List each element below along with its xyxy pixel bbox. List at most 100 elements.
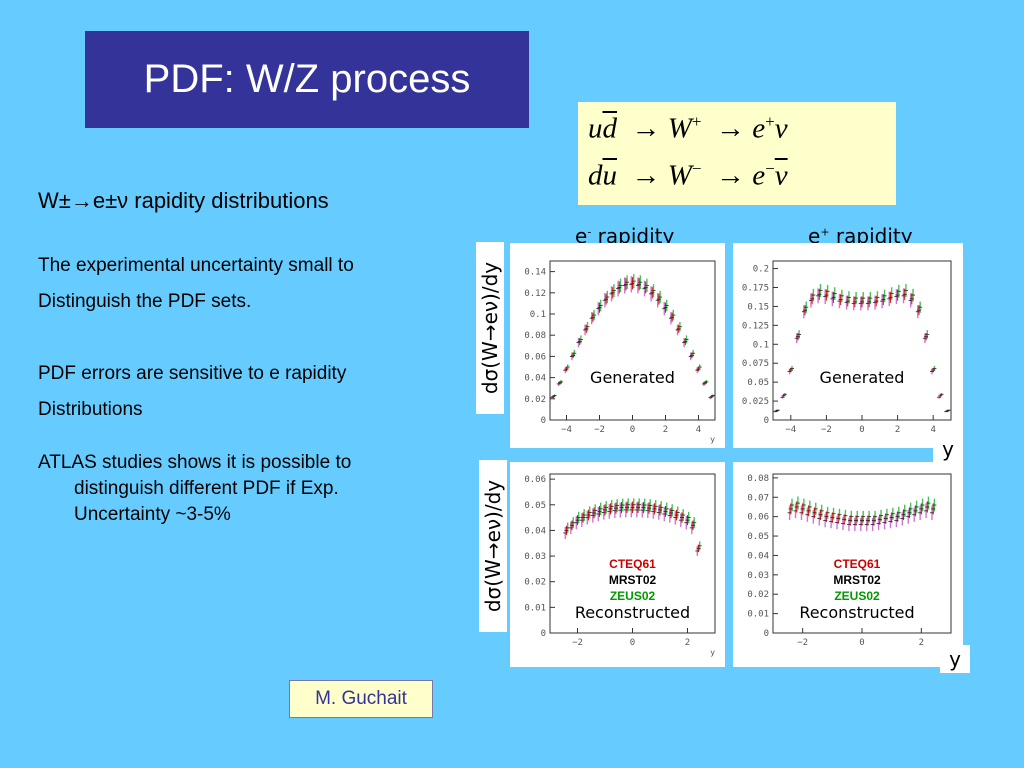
y-tick-label: 0 bbox=[764, 416, 769, 426]
y-tick-label: 0 bbox=[764, 629, 769, 639]
x-tick-label: −2 bbox=[572, 638, 583, 648]
legend-entry-cteq61: CTEQ61 bbox=[834, 557, 881, 571]
y-tick-label: 0.07 bbox=[747, 493, 769, 503]
paragraph-3-line-3: Uncertainty ~3-5% bbox=[74, 504, 231, 525]
w-charge: + bbox=[691, 112, 702, 131]
e-charge: + bbox=[765, 112, 775, 131]
arrow-1: → bbox=[631, 112, 661, 145]
paragraph-1-line-1: The experimental uncertainty small to bbox=[38, 255, 354, 276]
y-tick-label: 0.08 bbox=[747, 474, 769, 484]
paragraph-3-line-1: ATLAS studies shows it is possible to bbox=[38, 452, 352, 473]
x-tick-label: 0 bbox=[630, 425, 635, 435]
y-tick-label: 0.02 bbox=[524, 578, 546, 588]
body-text: The experimental uncertainty small to Di… bbox=[38, 248, 468, 528]
subtitle: W±→e±ν rapidity distributions bbox=[38, 188, 329, 213]
arrow-2: → bbox=[716, 112, 746, 145]
y-tick-label: 0.06 bbox=[524, 475, 546, 485]
author-box: M. Guchait bbox=[289, 680, 433, 718]
y-tick-label: 0.15 bbox=[747, 302, 769, 312]
plot-e-plus-generated: 0 0.025 0.05 0.075 0.1 0.125 0.15 0.175 0.2 −4 −2 0… bbox=[733, 243, 963, 448]
panel-annotation: Reconstructed bbox=[575, 603, 690, 622]
y-tick-label: 0.125 bbox=[742, 321, 769, 331]
plot-e-minus-generated: 0 0.02 0.04 0.06 0.08 0.1 0.12 0.14 −4 −2 0 2 4y Gene… bbox=[510, 243, 725, 448]
arrow-4: → bbox=[716, 159, 746, 192]
legend-entry-zeus02: ZEUS02 bbox=[610, 589, 656, 603]
x-tick-label: 0 bbox=[859, 425, 864, 435]
antiquark-d: d bbox=[602, 112, 618, 145]
x-tick-label: 2 bbox=[685, 638, 690, 648]
x-tick-label: 2 bbox=[663, 425, 668, 435]
equation-line-1: ud → W+ → e+ν bbox=[588, 112, 788, 146]
quark-d: d bbox=[588, 159, 603, 192]
x-axis-y-label-top: y bbox=[933, 435, 963, 463]
equation-line-2: du → W− → e−ν bbox=[588, 159, 788, 193]
panel-annotation: Generated bbox=[590, 368, 675, 387]
w-charge-2: − bbox=[691, 159, 702, 178]
y-tick-label: 0.1 bbox=[753, 340, 769, 350]
paragraph-1-line-2: Distinguish the PDF sets. bbox=[38, 291, 252, 312]
y-tick-label: 0.03 bbox=[747, 571, 769, 581]
y-axis-label-text-bottom: dσ(W→eν)/dy bbox=[481, 479, 506, 613]
y-tick-label: 0.03 bbox=[524, 552, 546, 562]
x-tick-label: −2 bbox=[797, 638, 808, 648]
x-tick-label: 4 bbox=[696, 425, 701, 435]
plot-e-plus-reconstructed: 00.010.020.030.040.050.060.070.08−202yRe… bbox=[733, 462, 963, 667]
y-tick-label: 0.05 bbox=[524, 501, 546, 511]
y-tick-label: 0.01 bbox=[524, 603, 546, 613]
quark-u: u bbox=[588, 112, 603, 145]
x-tick-label: −2 bbox=[594, 425, 605, 435]
y-tick-label: 0.04 bbox=[524, 526, 546, 536]
y-tick-label: 0 bbox=[541, 629, 546, 639]
y-tick-label: 0 bbox=[541, 416, 546, 426]
e-charge-2: − bbox=[765, 159, 775, 178]
y-tick-label: 0.075 bbox=[742, 359, 769, 369]
y-tick-label: 0.12 bbox=[524, 289, 546, 299]
equation-box: ud → W+ → e+ν du → W− → e−ν bbox=[578, 102, 896, 205]
x-axis-y-label-bottom: y bbox=[940, 645, 970, 673]
x-tick-label: −4 bbox=[785, 425, 796, 435]
y-tick-label: 0.01 bbox=[747, 610, 769, 620]
w-boson: W bbox=[667, 112, 692, 145]
page-title: PDF: W/Z process bbox=[143, 57, 471, 101]
legend-entry-cteq61: CTEQ61 bbox=[609, 557, 656, 571]
arrow-3: → bbox=[631, 159, 661, 192]
x-tick-label: 2 bbox=[895, 425, 900, 435]
x-tick-label: 0 bbox=[630, 638, 635, 648]
y-tick-label: 0.175 bbox=[742, 284, 769, 294]
panel-annotation: Reconstructed bbox=[799, 603, 914, 622]
y-tick-label: 0.05 bbox=[747, 378, 769, 388]
antineutrino: ν bbox=[774, 159, 788, 192]
x-tick-label: 0 bbox=[859, 638, 864, 648]
y-axis-label-top: dσ(W→eν)/dy bbox=[476, 242, 504, 414]
legend-entry-mrst02: MRST02 bbox=[609, 573, 657, 587]
x-axis-label: y bbox=[710, 648, 715, 657]
paragraph-2-line-1: PDF errors are sensitive to e rapidity bbox=[38, 363, 347, 384]
y-tick-label: 0.06 bbox=[747, 513, 769, 523]
y-axis-label-text-top: dσ(W→eν)/dy bbox=[478, 261, 503, 395]
x-tick-label: 4 bbox=[930, 425, 935, 435]
neutrino: ν bbox=[774, 112, 788, 145]
y-tick-label: 0.05 bbox=[747, 532, 769, 542]
y-tick-label: 0.04 bbox=[747, 551, 769, 561]
y-tick-label: 0.08 bbox=[524, 331, 546, 341]
antiquark-u: u bbox=[602, 159, 618, 192]
paragraph-2-line-2: Distributions bbox=[38, 399, 143, 420]
y-axis-label-bottom: dσ(W→eν)/dy bbox=[479, 460, 507, 632]
y-tick-label: 0.1 bbox=[530, 310, 546, 320]
legend-entry-zeus02: ZEUS02 bbox=[834, 589, 880, 603]
y-tick-label: 0.025 bbox=[742, 397, 769, 407]
electron-2: e bbox=[752, 159, 766, 192]
plot-e-minus-reconstructed: 0 0.01 0.02 0.03 0.04 0.05 0.06 −2 0 2 y Reconstruc… bbox=[510, 462, 725, 667]
paragraph-gap-2 bbox=[38, 428, 468, 450]
paragraph-3-line-2: distinguish different PDF if Exp. bbox=[74, 478, 339, 499]
title-box: PDF: W/Z process bbox=[85, 31, 529, 128]
panel-annotation: Generated bbox=[820, 368, 905, 387]
y-tick-label: 0.04 bbox=[524, 374, 546, 384]
y-tick-label: 0.2 bbox=[753, 265, 769, 275]
electron: e bbox=[752, 112, 766, 145]
y-tick-label: 0.02 bbox=[747, 590, 769, 600]
y-tick-label: 0.06 bbox=[524, 352, 546, 362]
y-tick-label: 0.14 bbox=[524, 268, 546, 278]
legend-entry-mrst02: MRST02 bbox=[833, 573, 881, 587]
y-tick-label: 0.02 bbox=[524, 395, 546, 405]
